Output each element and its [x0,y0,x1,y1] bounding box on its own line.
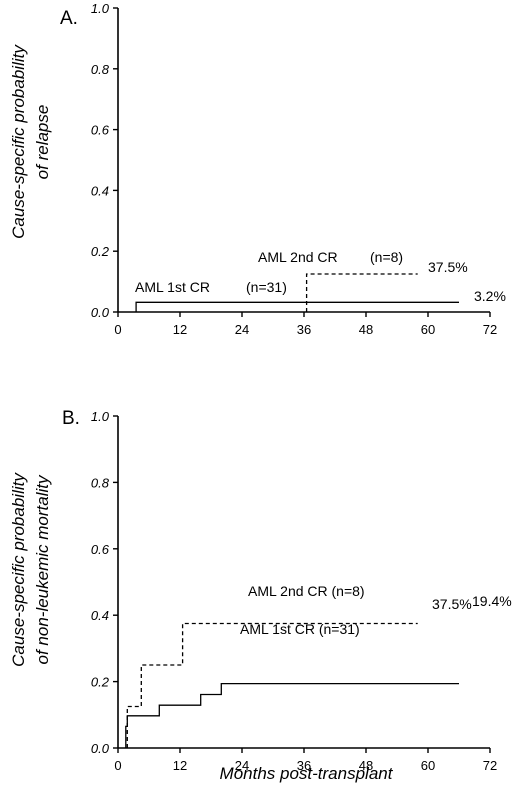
panel-a-y-tick-label: 0.2 [91,244,110,259]
panel-a-series-1-n: (n=31) [246,279,287,295]
panel-b-y-tick-label: 0.0 [91,741,110,756]
panel-a-y-tick-label: 0.0 [91,305,110,320]
panel-b: B. Cause-specific probability of non-leu… [9,408,512,773]
panel-a-series-1-line [135,301,459,312]
panel-b-x-tick-label: 60 [421,758,435,773]
panel-b-series-2-end-label: 37.5% [432,596,472,612]
panel-b-series-1-end-label: 19.4% [472,593,512,609]
panel-a-x-tick-label: 24 [235,322,249,337]
panel-b-x-tick-label: 36 [297,758,311,773]
panel-a: A. Cause-specific probability of relapse… [9,1,506,337]
panel-a-series-2-end-label: 37.5% [428,259,468,275]
panel-b-y-tick-label: 1.0 [91,409,110,424]
panel-b-ylabel-line2: of non-leukemic mortality [33,474,52,664]
panel-a-x-tick-label: 0 [114,322,121,337]
panel-a-series-1-label: AML 1st CR [135,279,210,295]
panel-a-ylabel-line1: Cause-specific probability [9,44,28,239]
panel-a-series-2-label: AML 2nd CR [258,249,338,265]
panel-a-y-tick-label: 1.0 [91,1,110,16]
panel-a-x-tick-label: 12 [173,322,187,337]
panel-b-x-tick-label: 12 [173,758,187,773]
panel-a-label: A. [60,8,78,29]
panel-b-x-tick-label: 24 [235,758,249,773]
x-axis-label: Months post-transplant [220,764,394,783]
panel-a-x-tick-label: 72 [483,322,497,337]
panel-a-series-1-end-label: 3.2% [474,288,506,304]
panel-b-series-1-label: AML 1st CR (n=31) [240,621,360,637]
panel-a-x-tick-label: 36 [297,322,311,337]
panel-b-label: B. [62,408,80,429]
panel-b-y-tick-label: 0.6 [91,542,110,557]
panel-a-series-2-n: (n=8) [370,249,403,265]
panel-a-y-tick-label: 0.8 [91,62,110,77]
panel-b-y-tick-label: 0.4 [91,608,109,623]
panel-a-series-2-line [305,273,418,312]
panel-b-x-tick-label: 0 [114,758,121,773]
panel-a-ylabel-line2: of relapse [33,105,52,180]
panel-b-ylabel-line1: Cause-specific probability [9,472,28,667]
panel-b-x-tick-label: 48 [359,758,373,773]
panel-b-series-1-line [125,682,459,748]
panel-b-series-2-line [126,622,418,748]
panel-b-y-tick-label: 0.2 [91,675,110,690]
panel-b-x-tick-label: 72 [483,758,497,773]
panel-b-y-tick-label: 0.8 [91,475,110,490]
panel-a-x-tick-label: 48 [359,322,373,337]
panel-a-y-tick-label: 0.4 [91,183,109,198]
panel-a-x-tick-label: 60 [421,322,435,337]
panel-b-series-2-label: AML 2nd CR (n=8) [248,583,365,599]
panel-a-y-tick-label: 0.6 [91,123,110,138]
